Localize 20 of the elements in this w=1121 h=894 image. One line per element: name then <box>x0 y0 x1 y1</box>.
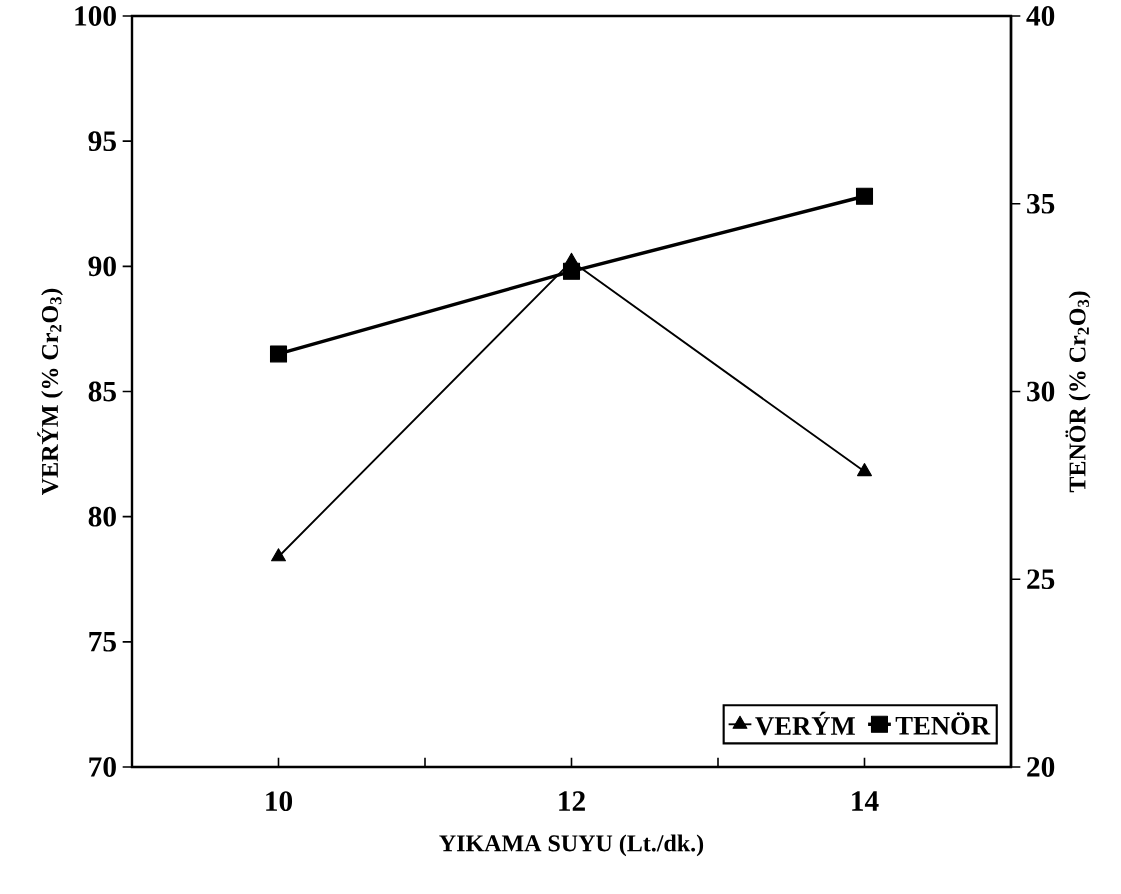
y-tick-label: 85 <box>88 381 116 402</box>
x-tick-label: 10 <box>266 791 293 812</box>
y2-tick-label: 25 <box>1027 569 1055 590</box>
y-axis-title: VERÝM (% Cr$_{2}$O$_{3}$) <box>37 288 63 495</box>
x-tick-label: 14 <box>852 791 879 811</box>
y-tick-label: 75 <box>89 632 116 652</box>
y-tick-label: 80 <box>88 506 116 527</box>
y-tick-label: 95 <box>88 131 116 152</box>
x-tick-label: 12 <box>559 791 585 811</box>
legend-label: TENÖR <box>895 712 991 735</box>
y2-tick-label: 35 <box>1027 193 1055 214</box>
y2-tick-label: 20 <box>1027 757 1055 777</box>
y2-tick-label: 40 <box>1026 6 1055 26</box>
y2-axis-title: TENÖR (% Cr$_{2}$O$_{3}$) <box>1065 291 1091 493</box>
x-axis-title: YIKAMA SUYU (Lt./dk.) <box>439 834 704 857</box>
y-tick-label: 70 <box>89 757 116 777</box>
y-tick-label: 90 <box>88 256 116 277</box>
y-tick-label: 100 <box>75 6 116 26</box>
y2-tick-label: 30 <box>1027 381 1055 402</box>
legend-label: VERÝM <box>755 711 855 736</box>
